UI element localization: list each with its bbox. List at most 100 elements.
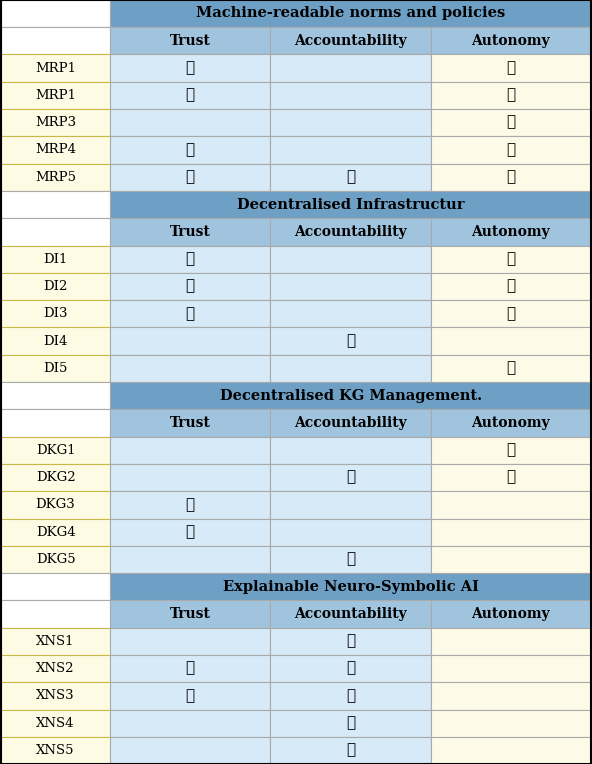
Bar <box>110 354 271 382</box>
Bar <box>271 436 431 464</box>
Text: Accountability: Accountability <box>294 225 407 239</box>
Bar <box>431 491 591 519</box>
Text: ✓: ✓ <box>506 89 516 102</box>
Text: DKG1: DKG1 <box>36 444 75 457</box>
Bar <box>431 82 591 109</box>
Bar <box>431 219 591 245</box>
Text: DI3: DI3 <box>43 307 68 320</box>
Bar <box>1 628 110 655</box>
Text: MRP4: MRP4 <box>35 144 76 157</box>
Bar <box>431 545 591 573</box>
Bar <box>271 273 431 300</box>
Text: XNS3: XNS3 <box>36 689 75 702</box>
Text: Machine-readable norms and policies: Machine-readable norms and policies <box>196 6 505 21</box>
Text: ✓: ✓ <box>186 662 195 675</box>
Bar <box>271 601 431 628</box>
Bar <box>1 545 110 573</box>
Bar <box>110 300 271 328</box>
Bar <box>110 436 271 464</box>
Text: Decentralised Infrastructur: Decentralised Infrastructur <box>237 198 464 212</box>
Text: ✓: ✓ <box>346 170 355 184</box>
Bar <box>1 245 110 273</box>
Bar <box>110 545 271 573</box>
Bar <box>110 136 271 163</box>
Bar <box>110 109 271 136</box>
Text: ✓: ✓ <box>506 252 516 266</box>
Bar <box>1 464 110 491</box>
Text: ✓: ✓ <box>186 689 195 703</box>
Bar <box>110 628 271 655</box>
Text: XNS2: XNS2 <box>36 662 75 675</box>
Bar <box>110 710 271 737</box>
Text: MRP5: MRP5 <box>35 170 76 184</box>
Bar <box>271 245 431 273</box>
Bar <box>1 191 110 219</box>
Bar <box>271 82 431 109</box>
Text: Trust: Trust <box>170 607 211 621</box>
Text: DI4: DI4 <box>43 335 67 348</box>
Bar <box>110 573 591 601</box>
Bar <box>271 109 431 136</box>
Bar <box>271 545 431 573</box>
Bar <box>110 219 271 245</box>
Bar <box>1 382 110 410</box>
Bar <box>110 163 271 191</box>
Text: ✓: ✓ <box>186 280 195 293</box>
Text: XNS4: XNS4 <box>36 717 75 730</box>
Bar <box>431 655 591 682</box>
Text: ✓: ✓ <box>346 471 355 484</box>
Text: Decentralised KG Management.: Decentralised KG Management. <box>220 389 482 403</box>
Text: ✓: ✓ <box>186 170 195 184</box>
Bar <box>1 163 110 191</box>
Text: Autonomy: Autonomy <box>471 416 550 430</box>
Text: ✓: ✓ <box>506 471 516 484</box>
Bar <box>271 737 431 764</box>
Text: ✓: ✓ <box>186 498 195 512</box>
Bar <box>1 300 110 328</box>
Bar <box>431 328 591 354</box>
Text: ✓: ✓ <box>186 252 195 266</box>
Bar <box>431 519 591 545</box>
Text: Autonomy: Autonomy <box>471 225 550 239</box>
Bar <box>1 0 110 27</box>
Bar <box>431 54 591 82</box>
Bar <box>110 682 271 710</box>
Text: Accountability: Accountability <box>294 34 407 47</box>
Text: ✓: ✓ <box>506 361 516 375</box>
Bar <box>431 245 591 273</box>
Bar <box>1 601 110 628</box>
Bar <box>271 354 431 382</box>
Text: ✓: ✓ <box>506 61 516 75</box>
Bar <box>1 54 110 82</box>
Text: ✓: ✓ <box>346 689 355 703</box>
Text: ✓: ✓ <box>346 634 355 649</box>
Text: MRP3: MRP3 <box>35 116 76 129</box>
Text: DI1: DI1 <box>43 253 67 266</box>
Text: ✓: ✓ <box>346 716 355 730</box>
Bar <box>431 163 591 191</box>
Text: ✓: ✓ <box>506 143 516 157</box>
Bar <box>431 682 591 710</box>
Bar <box>1 219 110 245</box>
Bar <box>271 682 431 710</box>
Bar <box>431 436 591 464</box>
Bar <box>271 54 431 82</box>
Bar <box>110 82 271 109</box>
Bar <box>110 191 591 219</box>
Bar <box>271 219 431 245</box>
Bar <box>431 601 591 628</box>
Bar <box>271 328 431 354</box>
Bar <box>1 655 110 682</box>
Text: DI5: DI5 <box>43 362 67 375</box>
Bar <box>431 136 591 163</box>
Bar <box>431 410 591 436</box>
Text: ✓: ✓ <box>346 662 355 675</box>
Text: ✓: ✓ <box>346 743 355 758</box>
Text: Trust: Trust <box>170 416 211 430</box>
Bar <box>271 655 431 682</box>
Bar <box>110 464 271 491</box>
Text: Trust: Trust <box>170 34 211 47</box>
Bar <box>271 163 431 191</box>
Text: Accountability: Accountability <box>294 607 407 621</box>
Text: ✓: ✓ <box>346 552 355 566</box>
